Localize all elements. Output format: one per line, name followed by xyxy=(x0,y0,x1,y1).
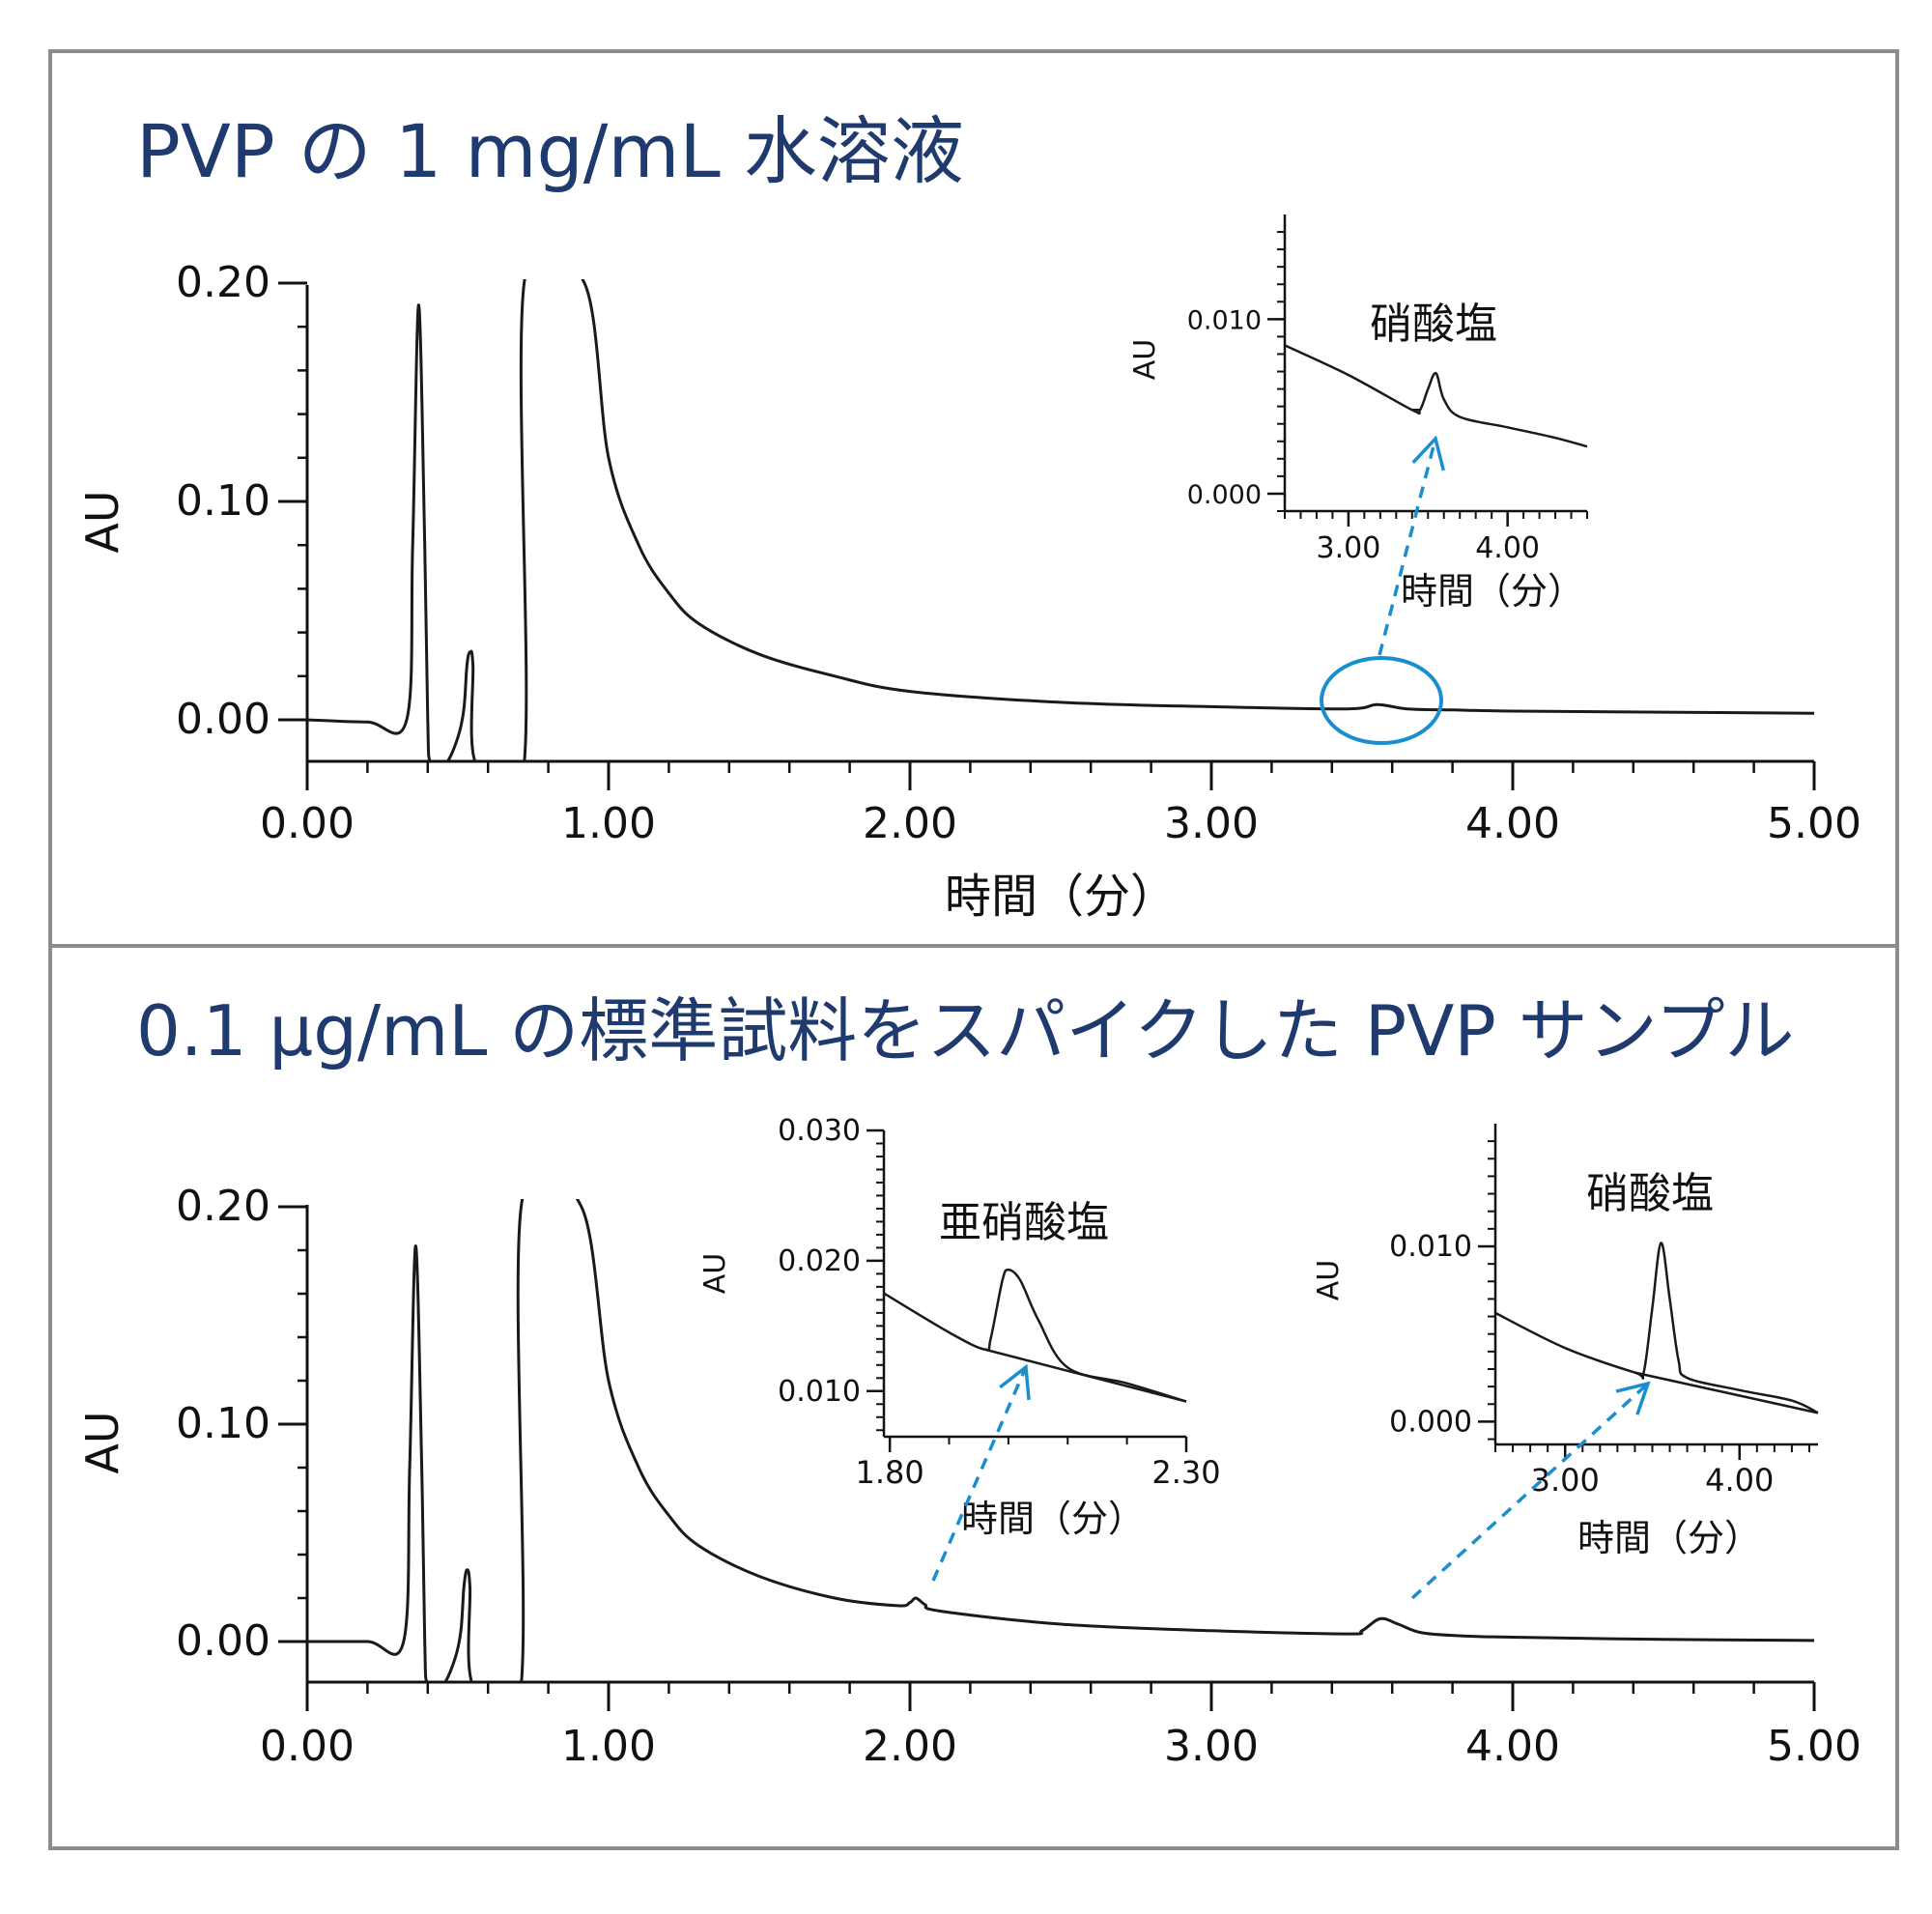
panel-title: 0.1 µg/mL の標準試料をスパイクした PVP サンプル xyxy=(136,990,1795,1071)
highlight-ellipse xyxy=(1320,656,1443,745)
chromatogram-panel-bottom: 0.1 µg/mL の標準試料をスパイクした PVP サンプル xyxy=(48,944,1899,1850)
inset-x-tick-label: 2.30 xyxy=(1151,1454,1220,1491)
inset-x-tick-label: 4.00 xyxy=(1705,1462,1774,1499)
y-tick-label: 0.10 xyxy=(176,476,270,526)
y-tick-label: 0.20 xyxy=(176,258,270,307)
chromatogram-panel-top: PVP の 1 mg/mL 水溶液 xyxy=(48,49,1899,948)
y-axis-title: AU xyxy=(76,1411,128,1473)
inset-y-axis-title: AU xyxy=(1128,339,1162,380)
x-tick-label: 5.00 xyxy=(1767,799,1861,848)
x-tick-label: 4.00 xyxy=(1465,799,1560,848)
inset-trace xyxy=(1494,1242,1819,1414)
inset-y-tick-label: 0.000 xyxy=(1389,1405,1472,1439)
callout-leader xyxy=(1410,1382,1650,1600)
inset-x-tick-label: 3.00 xyxy=(1531,1462,1600,1499)
peak-label: 亜硝酸塩 xyxy=(939,1198,1109,1247)
x-tick-label: 1.00 xyxy=(561,799,656,848)
x-tick-label: 3.00 xyxy=(1164,799,1259,848)
inset-trace xyxy=(883,1269,1187,1403)
x-tick-label: 0.00 xyxy=(260,799,355,848)
inset-trace xyxy=(1284,344,1588,448)
x-tick-label: 0.00 xyxy=(260,1722,355,1771)
callouts xyxy=(931,435,1651,1600)
chromatogram-trace xyxy=(307,1199,1815,1682)
inset-y-tick-label: 0.030 xyxy=(778,1114,861,1148)
inset-plot-2: 0.000 0.010 3.00 4.00 AU 時間（分） 硝酸塩 xyxy=(1312,1124,1819,1559)
callout-arrowhead xyxy=(999,1363,1031,1401)
inset-plot-0: 0.000 0.010 3.00 4.00 AU 時間（分） 硝酸塩 xyxy=(1128,214,1588,613)
x-tick-label: 4.00 xyxy=(1465,1722,1560,1771)
integration-baseline xyxy=(984,1348,1187,1403)
callout-leader xyxy=(931,1366,1028,1582)
y-tick-label: 0.10 xyxy=(176,1399,270,1448)
inset-x-tick-label: 1.80 xyxy=(856,1454,924,1491)
peak-label: 硝酸塩 xyxy=(1370,300,1497,349)
x-tick-label: 1.00 xyxy=(561,1722,656,1771)
inset-y-tick-label: 0.020 xyxy=(778,1244,861,1278)
inset-y-axis-title: AU xyxy=(1312,1260,1346,1300)
x-tick-label: 5.00 xyxy=(1767,1722,1861,1771)
inset-y-axis-title: AU xyxy=(698,1253,732,1294)
inset-x-axis-title: 時間（分） xyxy=(1577,1517,1761,1559)
inset-x-tick-label: 3.00 xyxy=(1316,531,1380,565)
main-plot-0: 0.00 0.10 0.20 0.00 1.00 2.00 3.00 4.00 5.00 AU 時間… xyxy=(76,258,1861,924)
y-tick-label: 0.00 xyxy=(176,695,270,744)
inset-y-tick-label: 0.010 xyxy=(1389,1230,1472,1264)
x-tick-label: 3.00 xyxy=(1164,1722,1259,1771)
y-axis-title: AU xyxy=(76,490,128,553)
inset-y-tick-label: 0.000 xyxy=(1187,480,1262,510)
inset-x-tick-label: 4.00 xyxy=(1475,531,1540,565)
panel-title: PVP の 1 mg/mL 水溶液 xyxy=(136,108,964,194)
callout-leader xyxy=(1378,438,1437,656)
inset-plot-1: 0.010 0.020 0.030 1.80 2.30 AU 時間（分） 亜硝酸塩 xyxy=(698,1114,1221,1540)
y-tick-label: 0.00 xyxy=(176,1616,270,1666)
x-tick-label: 2.00 xyxy=(863,799,957,848)
x-tick-label: 2.00 xyxy=(863,1722,957,1771)
inset-x-axis-title: 時間（分） xyxy=(961,1498,1145,1540)
inset-y-tick-label: 0.010 xyxy=(1187,305,1262,335)
y-tick-label: 0.20 xyxy=(176,1182,270,1231)
integration-baseline xyxy=(1634,1371,1819,1414)
chromatogram-trace xyxy=(307,279,1815,761)
inset-x-axis-title: 時間（分） xyxy=(1401,570,1584,613)
callout-arrowhead xyxy=(1615,1381,1651,1415)
main-plot-1: 0.00 0.10 0.20 0.00 1.00 2.00 3.00 4.00 5.00 AU xyxy=(76,1182,1861,1771)
callout-arrowhead xyxy=(1411,435,1445,471)
peak-label: 硝酸塩 xyxy=(1586,1169,1714,1218)
inset-y-tick-label: 0.010 xyxy=(778,1375,861,1409)
x-axis-title: 時間（分） xyxy=(945,870,1177,924)
